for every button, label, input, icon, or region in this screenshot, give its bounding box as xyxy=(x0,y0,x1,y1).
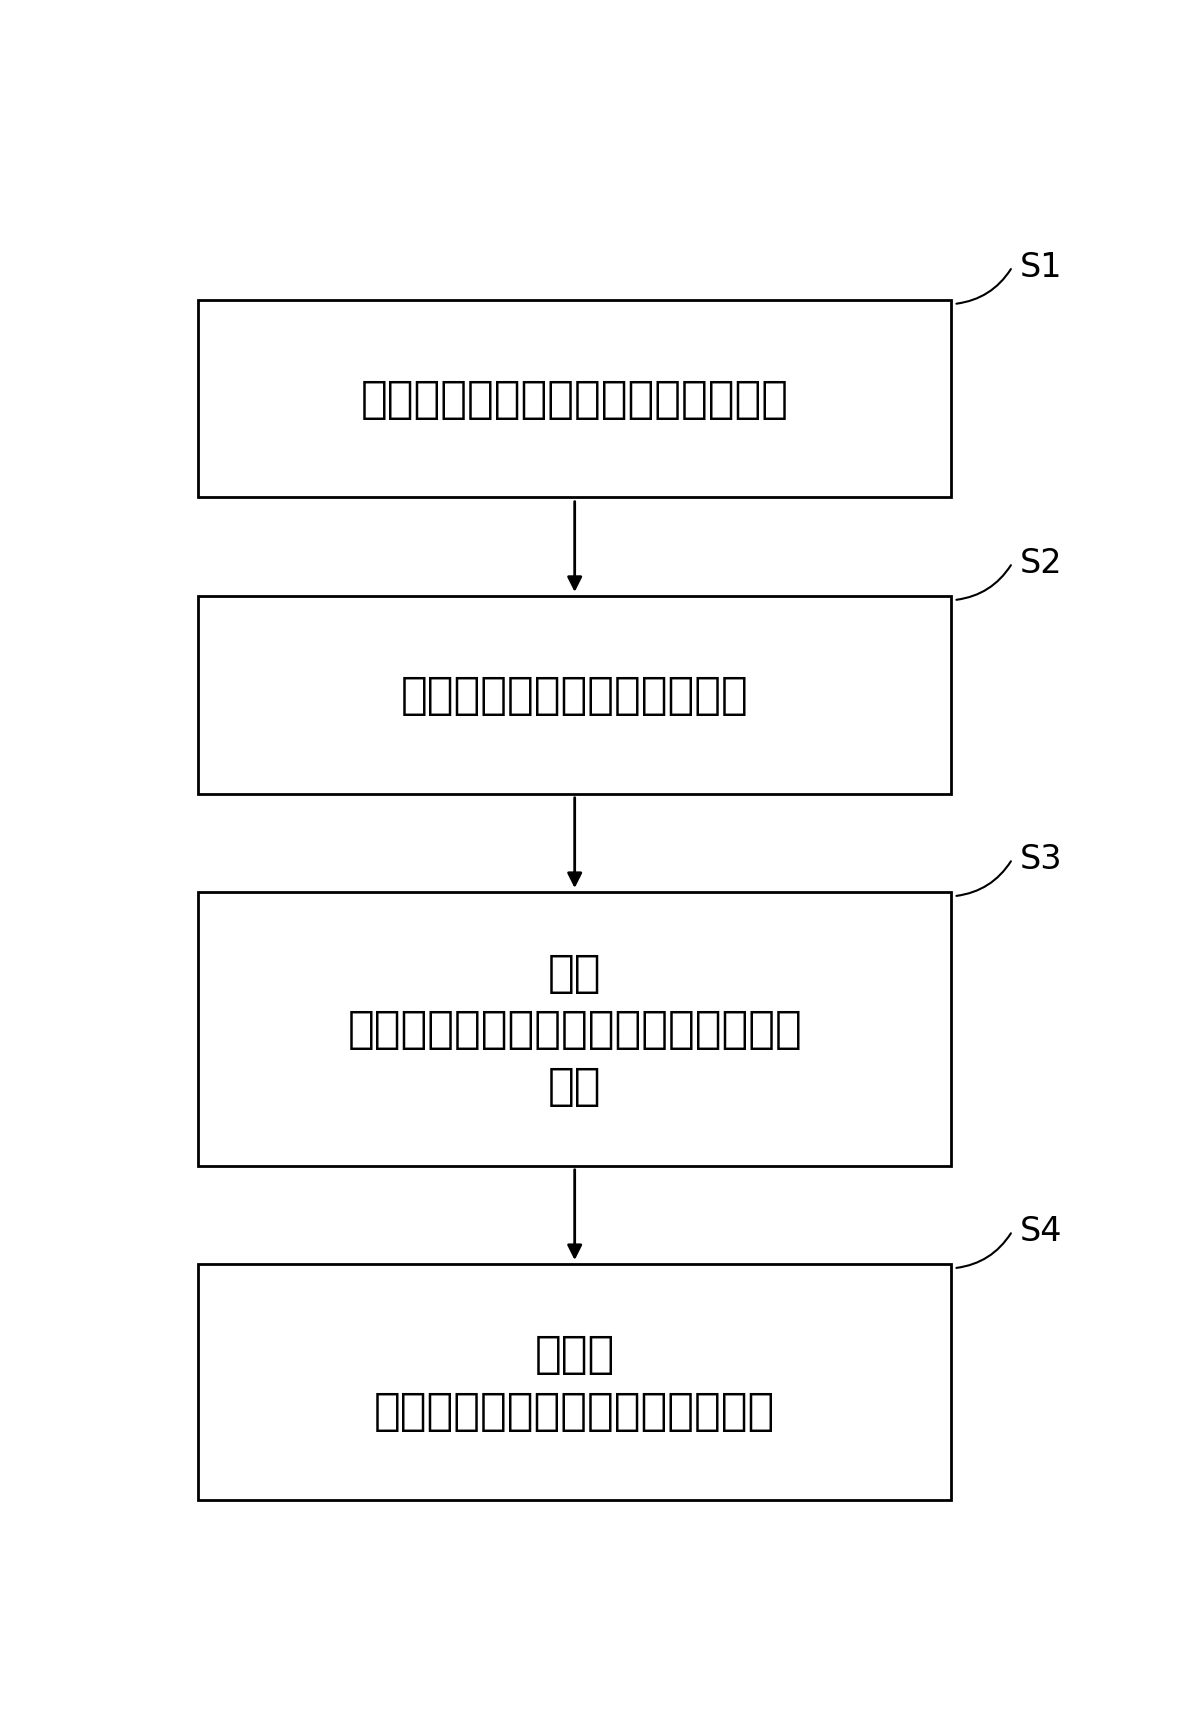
Text: 将铝粉由入口导入沉降式反应器炉体: 将铝粉由入口导入沉降式反应器炉体 xyxy=(361,377,789,420)
Text: 氮化铝
沉降至炉体底部后通过出料口输出: 氮化铝 沉降至炉体底部后通过出料口输出 xyxy=(374,1332,776,1432)
Text: 铝粉
和氮气在炉体内进行自蔓延反应生成氮
化铝: 铝粉 和氮气在炉体内进行自蔓延反应生成氮 化铝 xyxy=(347,952,802,1107)
Bar xyxy=(199,1265,951,1500)
Bar xyxy=(199,597,951,794)
Bar xyxy=(199,301,951,498)
Text: S4: S4 xyxy=(1019,1214,1062,1247)
Text: 将氮气通过气体入口通入炉体: 将氮气通过气体入口通入炉体 xyxy=(401,675,748,716)
Text: S1: S1 xyxy=(1019,251,1062,284)
Bar xyxy=(199,893,951,1166)
Text: S2: S2 xyxy=(1019,547,1062,580)
Text: S3: S3 xyxy=(1019,843,1062,875)
